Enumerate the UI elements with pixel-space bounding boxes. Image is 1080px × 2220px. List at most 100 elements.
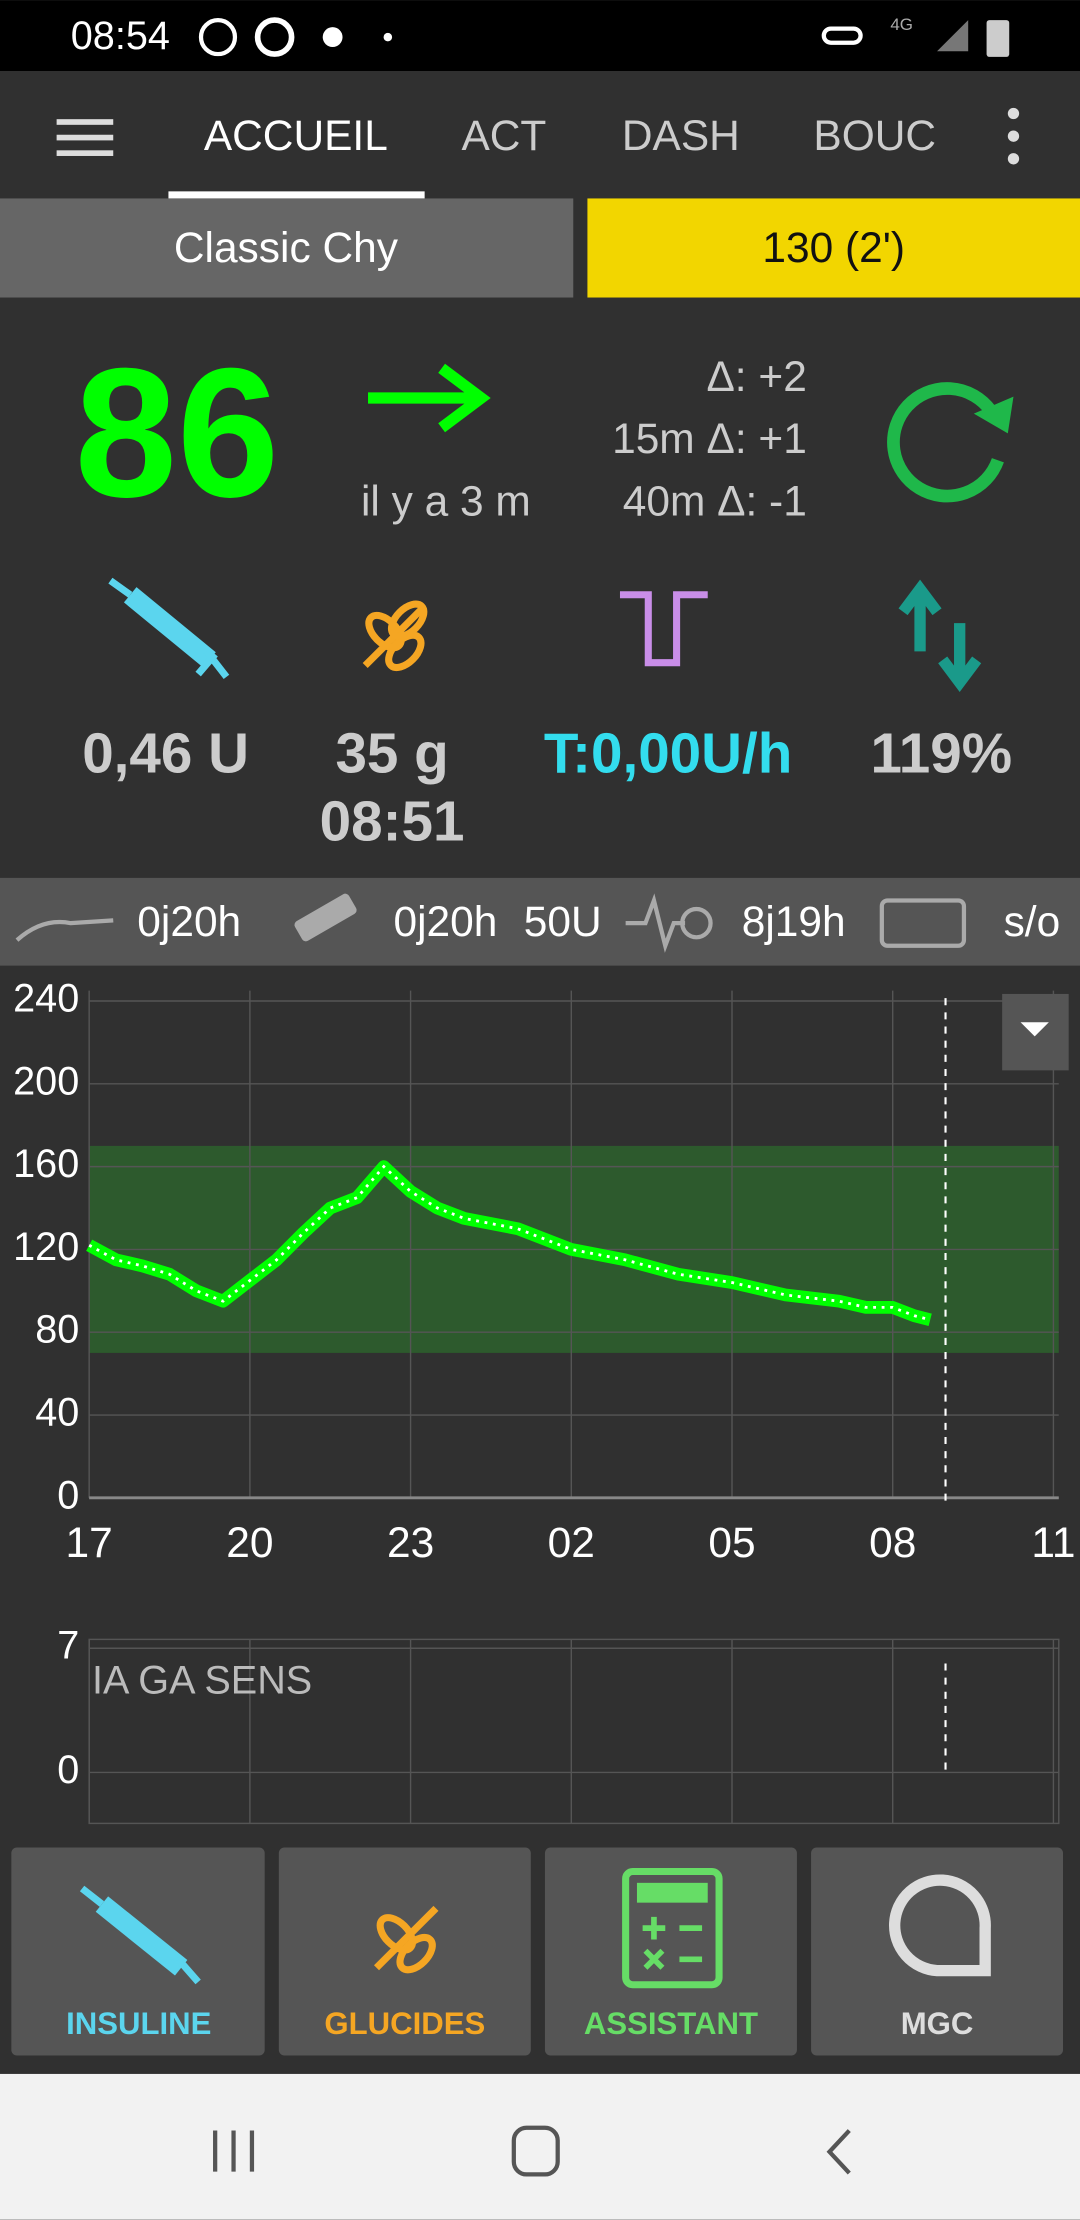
basal-icon	[619, 591, 708, 667]
trend-arrow	[368, 363, 491, 433]
grain	[387, 600, 428, 640]
button-label: MGC	[901, 2006, 974, 2041]
battery-icon	[986, 20, 1010, 57]
up-arrow	[898, 579, 942, 652]
button-label: GLUCIDES	[324, 2006, 485, 2041]
y-tick-label: 0	[57, 1748, 79, 1792]
tab[interactable]: ACCUEIL	[204, 112, 388, 159]
sensor-age: 8j19h	[742, 898, 846, 945]
tab[interactable]: BOUC	[813, 112, 936, 159]
bg-value: 86	[75, 329, 280, 535]
profile: Classic Chy	[174, 224, 399, 271]
syringe-parts	[79, 1885, 201, 1985]
reservoir-age: 0j20h	[393, 898, 497, 945]
overflow-menu[interactable]	[1007, 107, 1020, 165]
calculator-screen	[636, 1882, 708, 1903]
status-strip	[0, 877, 1080, 966]
x-tick-label: 20	[226, 1519, 273, 1566]
cob-time: 08:51	[320, 789, 465, 852]
grain	[385, 631, 425, 672]
pump-battery: s/o	[1004, 898, 1061, 945]
x-tick-label: 02	[548, 1519, 595, 1566]
stem	[374, 1905, 439, 1971]
sensitivity: 119%	[870, 722, 1012, 785]
iob-graph-label: IA GA SENS	[92, 1659, 312, 1703]
y-tick-label: 0	[57, 1473, 79, 1517]
tab[interactable]: ACT	[461, 112, 546, 159]
cannula-icon	[15, 918, 114, 942]
tab[interactable]: DASH	[622, 112, 740, 159]
dot	[1007, 107, 1020, 120]
recents-button[interactable]	[213, 2130, 255, 2172]
dot	[1007, 153, 1020, 165]
delta-15m: 15m Δ: +1	[612, 415, 807, 462]
nav-bar	[0, 2073, 1080, 2220]
y-tick-label: 160	[13, 1142, 79, 1186]
sensitivity-icon	[898, 579, 982, 692]
cob: 35 g	[335, 722, 448, 785]
y-tick-label: 240	[13, 976, 79, 1020]
tab-indicator	[168, 191, 425, 199]
bg-age: il y a 3 m	[361, 477, 531, 524]
signal-icon	[937, 20, 969, 52]
syringe-body	[123, 587, 216, 668]
y-tick-label: 40	[35, 1391, 79, 1435]
menu-line	[56, 134, 114, 141]
x-tick-label: 17	[66, 1519, 113, 1566]
status-icon	[322, 27, 343, 47]
iob: 0,46 U	[82, 722, 249, 785]
insulin-button[interactable]	[11, 1847, 265, 2056]
syringe-icon	[108, 577, 230, 680]
loop-arc	[887, 382, 1004, 503]
target: 130 (2')	[762, 224, 905, 271]
status-icon	[254, 17, 295, 57]
reservoir-icon	[294, 893, 357, 942]
sensor-icon-ring	[680, 906, 713, 940]
button-label: INSULINE	[66, 2006, 211, 2041]
status-icon	[383, 32, 393, 42]
y-tick-label: 80	[35, 1308, 79, 1352]
calculator-keys	[642, 1916, 703, 1970]
home-button[interactable]	[511, 2125, 560, 2177]
back-button[interactable]	[826, 2129, 851, 2175]
basal-rate: T:0,00U/h	[544, 722, 793, 785]
x-tick-label: 11	[1031, 1519, 1075, 1566]
grain	[396, 1933, 436, 1974]
x-tick-label: 05	[708, 1519, 755, 1566]
calculator-icon	[622, 1867, 723, 1989]
loop-status[interactable]	[887, 382, 1014, 503]
menu-line	[56, 119, 114, 125]
x-tick-label: 23	[387, 1519, 434, 1566]
y-tick-label: 200	[13, 1059, 79, 1103]
wheat-icon	[374, 1905, 439, 1974]
clock: 08:54	[71, 14, 170, 58]
y-tick-label: 7	[57, 1624, 79, 1668]
reservoir-level: 50U	[524, 898, 602, 945]
status-bar	[0, 0, 1080, 72]
loop-arrow	[973, 396, 1014, 434]
bg-graph: 0 40 80 120 160 200 240 17 20 23 02 05 08 11	[13, 976, 1075, 1566]
cgm-icon	[889, 1874, 991, 1977]
profile-box[interactable]	[0, 198, 574, 298]
cgm-button[interactable]	[811, 1847, 1064, 2056]
bg-line-core	[88, 1164, 931, 1322]
x-tick-label: 08	[869, 1519, 916, 1566]
dot	[1007, 130, 1020, 142]
battery-status-icon	[879, 898, 967, 948]
iob-graph: 07	[57, 1624, 1060, 1825]
menu-button[interactable]	[56, 119, 114, 156]
key-icon	[821, 26, 863, 45]
delta: Δ: +2	[706, 353, 806, 400]
y-tick-label: 120	[13, 1225, 79, 1269]
down-arrow	[938, 623, 982, 692]
wizard-button[interactable]	[544, 1847, 797, 2056]
syringe-icon	[95, 1896, 188, 1976]
status-icon	[198, 17, 238, 57]
syringe-parts	[108, 577, 230, 680]
cannula-age: 0j20h	[137, 898, 241, 945]
target-box[interactable]	[587, 198, 1080, 298]
delta-40m: 40m Δ: -1	[623, 477, 807, 524]
dropdown-arrow	[1020, 1022, 1049, 1037]
